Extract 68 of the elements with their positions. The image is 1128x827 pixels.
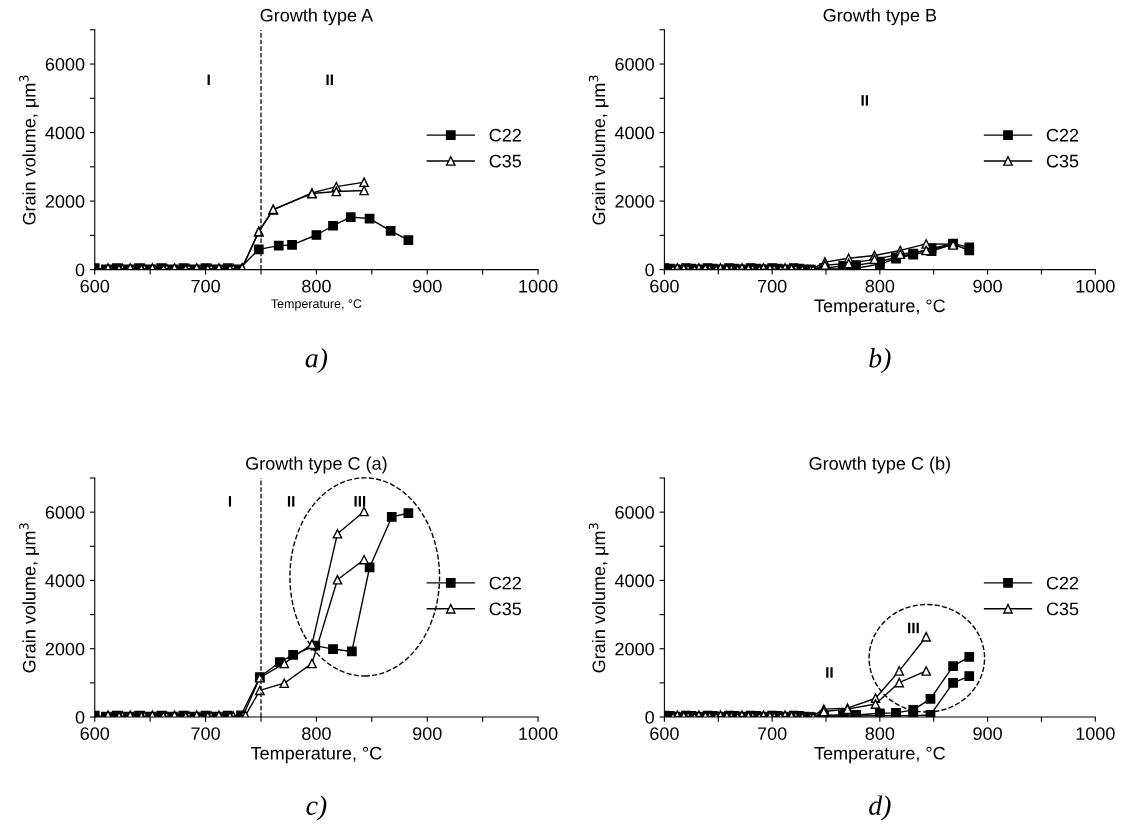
annotation: II <box>861 95 868 106</box>
legend-label: C22 <box>1046 576 1079 590</box>
y-tick-label: 2000 <box>615 642 654 656</box>
y-tick-label: 2000 <box>45 642 85 656</box>
annotation: I <box>228 496 232 507</box>
text: d) <box>869 795 891 821</box>
text: b) <box>869 347 891 374</box>
x-tick-label: 600 <box>80 727 110 740</box>
x-tick-label: 800 <box>302 727 331 740</box>
x-tick-label: 600 <box>650 727 679 740</box>
x-tick-label: 1000 <box>1076 727 1115 740</box>
x-tick-label: 700 <box>757 727 787 740</box>
x-tick-label: 900 <box>413 727 442 740</box>
y-axis-title: Grain volume, μm$^{3}$ <box>19 523 39 673</box>
x-axis-title: Temperature, °C <box>814 299 945 316</box>
y-tick-label: 6000 <box>615 506 654 519</box>
legend-label: C22 <box>489 576 521 590</box>
x-tick-label: 900 <box>413 279 442 293</box>
x-axis-title: Temperature, °C <box>814 746 945 764</box>
text: c) <box>306 795 327 821</box>
annotation: III <box>908 622 919 634</box>
x-tick-label: 1000 <box>519 279 558 293</box>
x-tick-label: 800 <box>865 279 895 293</box>
y-tick-label: 6000 <box>615 57 654 71</box>
legend-label: C35 <box>489 602 522 616</box>
x-tick-label: 800 <box>865 727 895 740</box>
y-tick-label: 0 <box>75 710 85 724</box>
annotation: II <box>287 496 295 507</box>
legend-label: C35 <box>1046 154 1079 168</box>
legend-label: C35 <box>489 154 522 168</box>
y-tick-label: 4000 <box>614 126 654 140</box>
x-tick-label: 600 <box>80 279 110 293</box>
y-tick-label: 2000 <box>615 195 654 208</box>
x-tick-label: 900 <box>973 279 1002 293</box>
annotation: II <box>326 74 333 86</box>
x-tick-label: 800 <box>302 279 331 293</box>
legend-label: C35 <box>1046 602 1079 616</box>
x-tick-label: 700 <box>191 727 220 740</box>
y-axis-title: Grain volume, μm$^{3}$ <box>19 75 39 225</box>
x-tick-label: 900 <box>973 727 1002 740</box>
x-axis-title: Temperature, °C <box>271 299 362 311</box>
chart-title: Growth type C (b) <box>809 456 950 474</box>
annotation: I <box>207 74 210 86</box>
annotation: III <box>354 496 366 507</box>
y-tick-label: 2000 <box>45 195 85 208</box>
legend-label: C22 <box>489 128 521 142</box>
y-tick-label: 0 <box>645 710 654 724</box>
chart-title: Growth type C (a) <box>246 456 387 474</box>
y-tick-label: 6000 <box>45 57 85 71</box>
text: a) <box>305 347 328 374</box>
y-tick-label: 4000 <box>45 126 85 140</box>
annotation: II <box>826 667 833 678</box>
x-tick-label: 700 <box>191 279 220 293</box>
y-tick-label: 4000 <box>45 574 85 588</box>
y-tick-label: 6000 <box>45 506 85 519</box>
x-tick-label: 1000 <box>519 727 558 740</box>
y-axis-title: Grain volume, μm$^{3}$ <box>588 523 609 673</box>
x-tick-label: 600 <box>650 279 679 293</box>
x-tick-label: 1000 <box>1076 279 1115 293</box>
y-axis-title: Grain volume, μm$^{3}$ <box>588 75 609 225</box>
y-tick-label: 4000 <box>614 574 654 588</box>
x-tick-label: 700 <box>757 279 787 293</box>
y-tick-label: 0 <box>645 263 654 277</box>
legend-label: C22 <box>1046 128 1079 142</box>
y-tick-label: 0 <box>75 263 85 277</box>
chart-title: Growth type A <box>260 8 374 26</box>
chart-title: Growth type B <box>823 8 937 26</box>
x-axis-title: Temperature, °C <box>250 746 382 764</box>
